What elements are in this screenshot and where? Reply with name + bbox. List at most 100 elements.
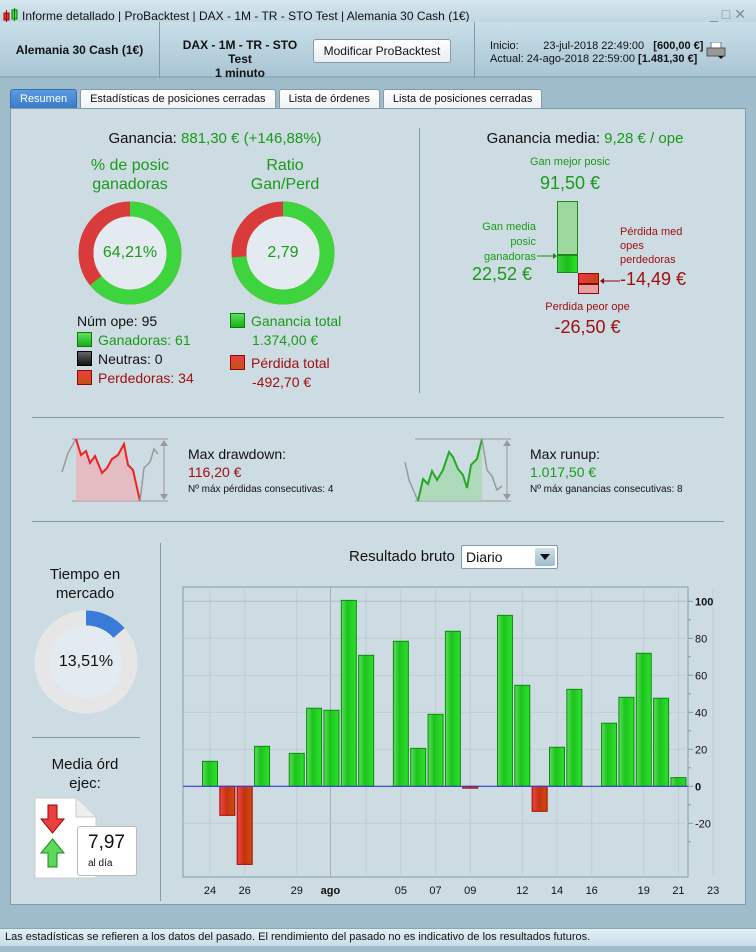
bar-08-ago xyxy=(444,630,461,787)
bar-20-ago xyxy=(618,696,635,787)
current-label: Actual: xyxy=(490,53,524,65)
bar-01-ago xyxy=(340,599,357,787)
x-tick-label: 24 xyxy=(204,885,216,897)
maximize-icon[interactable]: □ xyxy=(721,6,735,22)
x-tick-label: 21 xyxy=(672,885,684,897)
window-title: Informe detallado | ProBacktest | DAX - … xyxy=(22,9,470,23)
bar-21-ago xyxy=(635,652,652,787)
time-in-market-donut xyxy=(34,610,138,714)
bar-27-jul xyxy=(288,752,305,787)
tab-order-list[interactable]: Lista de órdenes xyxy=(278,89,380,109)
bar-26-jul xyxy=(254,745,271,787)
totals-legend: Ganancia total 1.374,00 € Pérdida total … xyxy=(230,312,341,392)
instrument-name: Alemania 30 Cash (1€) xyxy=(0,22,160,78)
donut-main xyxy=(89,201,182,305)
orders-value-box: 7,97 al día xyxy=(77,826,137,876)
divider xyxy=(160,543,161,901)
report-header: Alemania 30 Cash (1€) DAX - 1M - TR - ST… xyxy=(0,22,756,80)
start-date: 23-jul-2018 22:49:00 xyxy=(543,40,645,52)
worst-bar xyxy=(578,284,599,294)
bar-10-ago xyxy=(496,614,513,787)
gain-value: 881,30 € (+146,88%) xyxy=(181,130,322,147)
bar-31-jul xyxy=(323,709,340,787)
x-tick-label: 16 xyxy=(586,885,598,897)
arrow-right-icon xyxy=(537,253,557,259)
period-select[interactable]: Diario xyxy=(461,545,558,569)
gain-label: Ganancia: xyxy=(108,130,177,147)
donut-center xyxy=(49,625,123,699)
orders-unit: al día xyxy=(88,858,113,869)
x-tick-label: 29 xyxy=(291,885,303,897)
y-tick-label: 100 xyxy=(695,596,713,608)
avg-loss-value: -14,49 € xyxy=(620,269,687,289)
orders-value: 7,97 xyxy=(88,832,125,853)
avg-loss-bar xyxy=(578,273,599,284)
x-tick-label: ago xyxy=(321,885,341,897)
bar-14-ago xyxy=(531,785,548,812)
timeframe: 1 minuto xyxy=(215,66,265,80)
arrow-left-icon xyxy=(600,278,620,284)
time-in-market-title: Tiempo en mercado xyxy=(49,566,121,602)
ratio-donut xyxy=(231,201,335,305)
best-label: Gan mejor posic xyxy=(529,156,611,168)
ops-legend: Núm ope: 95 Ganadoras: 61 Neutras: 0 Per… xyxy=(77,312,194,388)
result-selector-label: Resultado bruto xyxy=(349,548,455,565)
x-tick-label: 12 xyxy=(516,885,528,897)
status-bar: Las estadísticas se refieren a los datos… xyxy=(0,928,756,946)
losers-count: Perdedoras: 34 xyxy=(98,370,194,386)
drawdown-label: Max drawdown: xyxy=(188,446,287,462)
printer-icon[interactable] xyxy=(706,42,726,60)
time-in-market-value: 13,51% xyxy=(58,653,114,670)
start-label: Inicio: xyxy=(490,40,519,52)
minimize-icon[interactable]: _ xyxy=(710,6,722,22)
bar-24-jul xyxy=(219,785,236,816)
x-tick-label: 07 xyxy=(429,885,441,897)
total-loss-label: Pérdida total xyxy=(251,355,330,371)
bar-17-ago xyxy=(601,722,618,787)
total-loss-value: -492,70 € xyxy=(252,374,312,390)
x-tick-label: 19 xyxy=(638,885,650,897)
total-loss-swatch-icon xyxy=(230,355,245,370)
current-date: 24-ago-2018 22:59:00 xyxy=(526,53,635,65)
divider xyxy=(32,521,724,522)
divider xyxy=(32,737,140,738)
avg-win-bar xyxy=(557,255,578,273)
num-ops: Núm ope: 95 xyxy=(77,313,158,329)
x-tick-label: 14 xyxy=(551,885,563,897)
bar-15-ago xyxy=(549,746,565,787)
best-value: 91,50 € xyxy=(539,173,601,193)
y-tick-label: 80 xyxy=(695,633,707,645)
bar-23-jul xyxy=(202,760,218,787)
neutral-swatch-icon xyxy=(77,351,92,366)
donut-main xyxy=(85,610,125,639)
losers-swatch-icon xyxy=(77,370,92,385)
neutral-count: Neutras: 0 xyxy=(98,351,163,367)
total-gain-swatch-icon xyxy=(230,313,245,328)
chevron-down-icon[interactable] xyxy=(535,548,555,566)
max-consecutive-gains: Nº máx ganancias consecutivas: 8 xyxy=(530,484,683,495)
avg-gain-line: Ganancia media: 9,28 € / ope xyxy=(486,130,684,147)
total-gain-label: Ganancia total xyxy=(251,313,342,329)
tab-closed-positions-list[interactable]: Lista de posiciones cerradas xyxy=(382,89,543,109)
runup-label: Max runup: xyxy=(530,446,601,462)
tab-resumen[interactable]: Resumen xyxy=(10,89,78,109)
x-tick-label: 26 xyxy=(239,885,251,897)
close-icon[interactable]: ✕ xyxy=(734,6,750,22)
bar-23-ago xyxy=(670,777,687,787)
bar-13-ago xyxy=(514,684,531,787)
strategy-name: DAX - 1M - TR - STO Test xyxy=(182,38,298,66)
modify-probacktest-button[interactable]: Modificar ProBacktest xyxy=(313,39,451,63)
x-tick-label: 05 xyxy=(395,885,407,897)
avg-win-label: Gan media posic ganadoras xyxy=(482,221,536,263)
tab-closed-positions-stats[interactable]: Estadísticas de posiciones cerradas xyxy=(80,89,276,109)
avg-win-value: 22,52 € xyxy=(472,264,533,284)
current-capital: [1.481,30 €] xyxy=(638,53,698,65)
orders-title: Media órd ejec: xyxy=(51,756,119,792)
win-pct-donut xyxy=(78,201,182,305)
winners-count: Ganadoras: 61 xyxy=(98,332,191,348)
donut-center xyxy=(93,216,167,290)
ratio-title: Ratio Gan/Perd xyxy=(250,157,320,193)
winners-swatch-icon xyxy=(77,332,92,347)
bar-30-jul xyxy=(306,707,323,787)
